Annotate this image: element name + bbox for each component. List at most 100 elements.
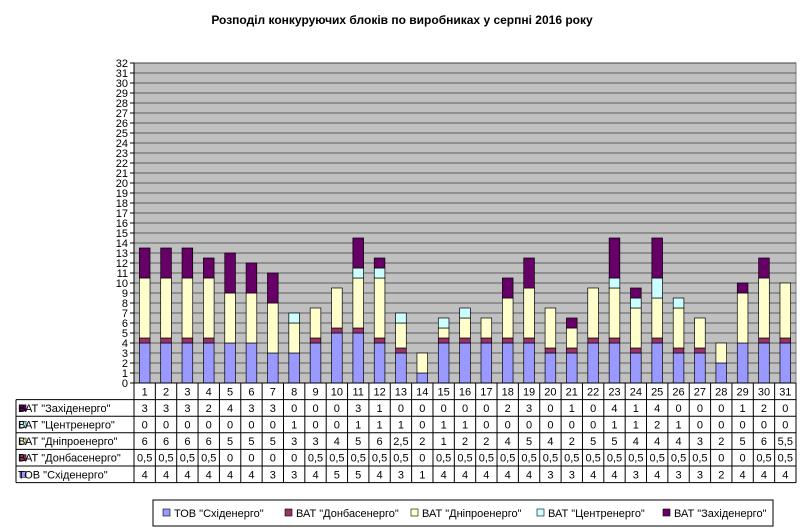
bar-segment-series-0-cat-11 bbox=[352, 332, 364, 384]
x-tick-label: 30 bbox=[758, 386, 770, 398]
data-label: 4 bbox=[227, 403, 233, 415]
data-label: 0 bbox=[227, 420, 233, 432]
data-label: 5 bbox=[248, 436, 254, 448]
bar-segment-series-2-cat-24 bbox=[630, 307, 642, 349]
data-label: 4 bbox=[761, 469, 767, 481]
bar-segment-series-0-cat-17 bbox=[480, 342, 493, 384]
data-label: 0 bbox=[675, 403, 681, 415]
data-label: 0 bbox=[419, 453, 425, 465]
data-label: 2 bbox=[569, 436, 575, 448]
bar-segment-series-0-cat-30 bbox=[758, 342, 770, 384]
data-label: 0,5 bbox=[393, 453, 408, 465]
table-series-name: ВАТ "Західенерго" bbox=[18, 403, 111, 415]
data-label: 4 bbox=[377, 469, 383, 481]
data-label: 6 bbox=[163, 436, 169, 448]
data-label: 2 bbox=[718, 436, 724, 448]
bar-segment-series-0-cat-29 bbox=[736, 342, 749, 384]
data-label: 0 bbox=[547, 403, 553, 415]
bar-segment-series-0-cat-20 bbox=[544, 352, 557, 384]
data-label: 0 bbox=[270, 420, 276, 432]
bar-segment-series-0-cat-5 bbox=[224, 342, 236, 384]
bar-segment-series-3-cat-16 bbox=[459, 307, 471, 319]
data-label: 5 bbox=[270, 436, 276, 448]
bar-segment-series-0-cat-16 bbox=[459, 342, 471, 384]
data-label: 3 bbox=[291, 469, 297, 481]
data-label: 0,5 bbox=[543, 453, 558, 465]
data-label: 1 bbox=[441, 436, 447, 448]
bar-segment-series-0-cat-10 bbox=[331, 332, 343, 384]
y-tick-label: 7 bbox=[122, 308, 128, 320]
bar-segment-series-0-cat-12 bbox=[373, 342, 386, 384]
bar-segment-series-2-cat-6 bbox=[245, 292, 258, 344]
data-label: 4 bbox=[654, 469, 660, 481]
data-label: 0 bbox=[419, 403, 425, 415]
data-label: 1 bbox=[569, 403, 575, 415]
data-label: 5 bbox=[590, 436, 596, 448]
data-label: 1 bbox=[633, 403, 639, 415]
data-label: 3 bbox=[270, 469, 276, 481]
data-label: 2 bbox=[419, 436, 425, 448]
data-label: 5 bbox=[355, 436, 361, 448]
data-label: 0,5 bbox=[521, 453, 536, 465]
x-tick-label: 26 bbox=[672, 386, 684, 398]
bar-segment-series-2-cat-5 bbox=[224, 292, 236, 344]
bar-segment-series-1-cat-15 bbox=[437, 337, 450, 344]
data-label: 0 bbox=[761, 420, 767, 432]
x-tick-label: 2 bbox=[163, 386, 169, 398]
legend-label-1: ВАТ "Донбасенерго" bbox=[296, 508, 399, 520]
bar-segment-series-2-cat-17 bbox=[480, 317, 493, 339]
y-tick-label: 15 bbox=[116, 228, 128, 240]
data-label: 0,5 bbox=[500, 453, 515, 465]
y-tick-label: 3 bbox=[122, 348, 128, 360]
bar-segment-series-2-cat-7 bbox=[267, 302, 279, 354]
bar-segment-series-4-cat-3 bbox=[181, 247, 194, 279]
bar-segment-series-0-cat-6 bbox=[245, 342, 258, 384]
y-tick-label: 26 bbox=[116, 118, 128, 130]
legend-swatch-2 bbox=[410, 508, 419, 517]
bar-segment-series-4-cat-5 bbox=[224, 252, 236, 294]
data-label: 0 bbox=[270, 453, 276, 465]
data-label: 0 bbox=[462, 403, 468, 415]
bar-segment-series-0-cat-31 bbox=[779, 342, 792, 384]
bar-segment-series-2-cat-12 bbox=[373, 277, 386, 339]
y-tick-label: 11 bbox=[117, 268, 128, 280]
data-label: 0 bbox=[206, 420, 212, 432]
data-label: 0 bbox=[483, 403, 489, 415]
bar-segment-series-1-cat-16 bbox=[459, 337, 471, 344]
y-tick-label: 16 bbox=[116, 218, 128, 230]
data-label: 0,5 bbox=[201, 453, 216, 465]
x-tick-label: 22 bbox=[587, 386, 599, 398]
bar-segment-series-3-cat-12 bbox=[373, 267, 386, 279]
data-label: 5 bbox=[526, 436, 532, 448]
data-label: 5 bbox=[227, 436, 233, 448]
legend-swatch-0 bbox=[162, 508, 171, 517]
data-label: 0,5 bbox=[778, 453, 793, 465]
data-label: 0,5 bbox=[671, 453, 686, 465]
bar-segment-series-4-cat-18 bbox=[502, 277, 514, 299]
table-legend-key bbox=[19, 421, 27, 428]
table-series-name: ВАТ "Дніпроенерго" bbox=[18, 436, 118, 448]
x-tick-label: 4 bbox=[206, 386, 212, 398]
y-tick-label: 1 bbox=[122, 368, 128, 380]
data-label: 2 bbox=[462, 436, 468, 448]
bar-segment-series-1-cat-2 bbox=[160, 337, 172, 344]
bar-segment-series-0-cat-8 bbox=[288, 352, 300, 384]
bar-segment-series-2-cat-10 bbox=[331, 287, 343, 329]
bar-segment-series-2-cat-19 bbox=[523, 287, 535, 339]
legend-swatch-4 bbox=[662, 508, 671, 517]
data-label: 1 bbox=[633, 420, 639, 432]
bar-segment-series-4-cat-1 bbox=[138, 247, 151, 279]
bar-segment-series-0-cat-15 bbox=[437, 342, 450, 384]
y-tick-label: 18 bbox=[116, 198, 128, 210]
table-series-name: ВАТ "Центренерго" bbox=[18, 420, 115, 432]
bar-segment-series-0-cat-14 bbox=[416, 372, 428, 384]
data-label: 3 bbox=[184, 403, 190, 415]
x-tick-label: 19 bbox=[523, 386, 535, 398]
data-label: 2 bbox=[505, 403, 511, 415]
x-tick-label: 7 bbox=[270, 386, 276, 398]
bar-segment-series-0-cat-13 bbox=[395, 352, 407, 384]
data-label: 4 bbox=[654, 403, 660, 415]
y-tick-label: 14 bbox=[116, 238, 128, 250]
data-label: 0,5 bbox=[457, 453, 472, 465]
data-label: 0 bbox=[291, 403, 297, 415]
